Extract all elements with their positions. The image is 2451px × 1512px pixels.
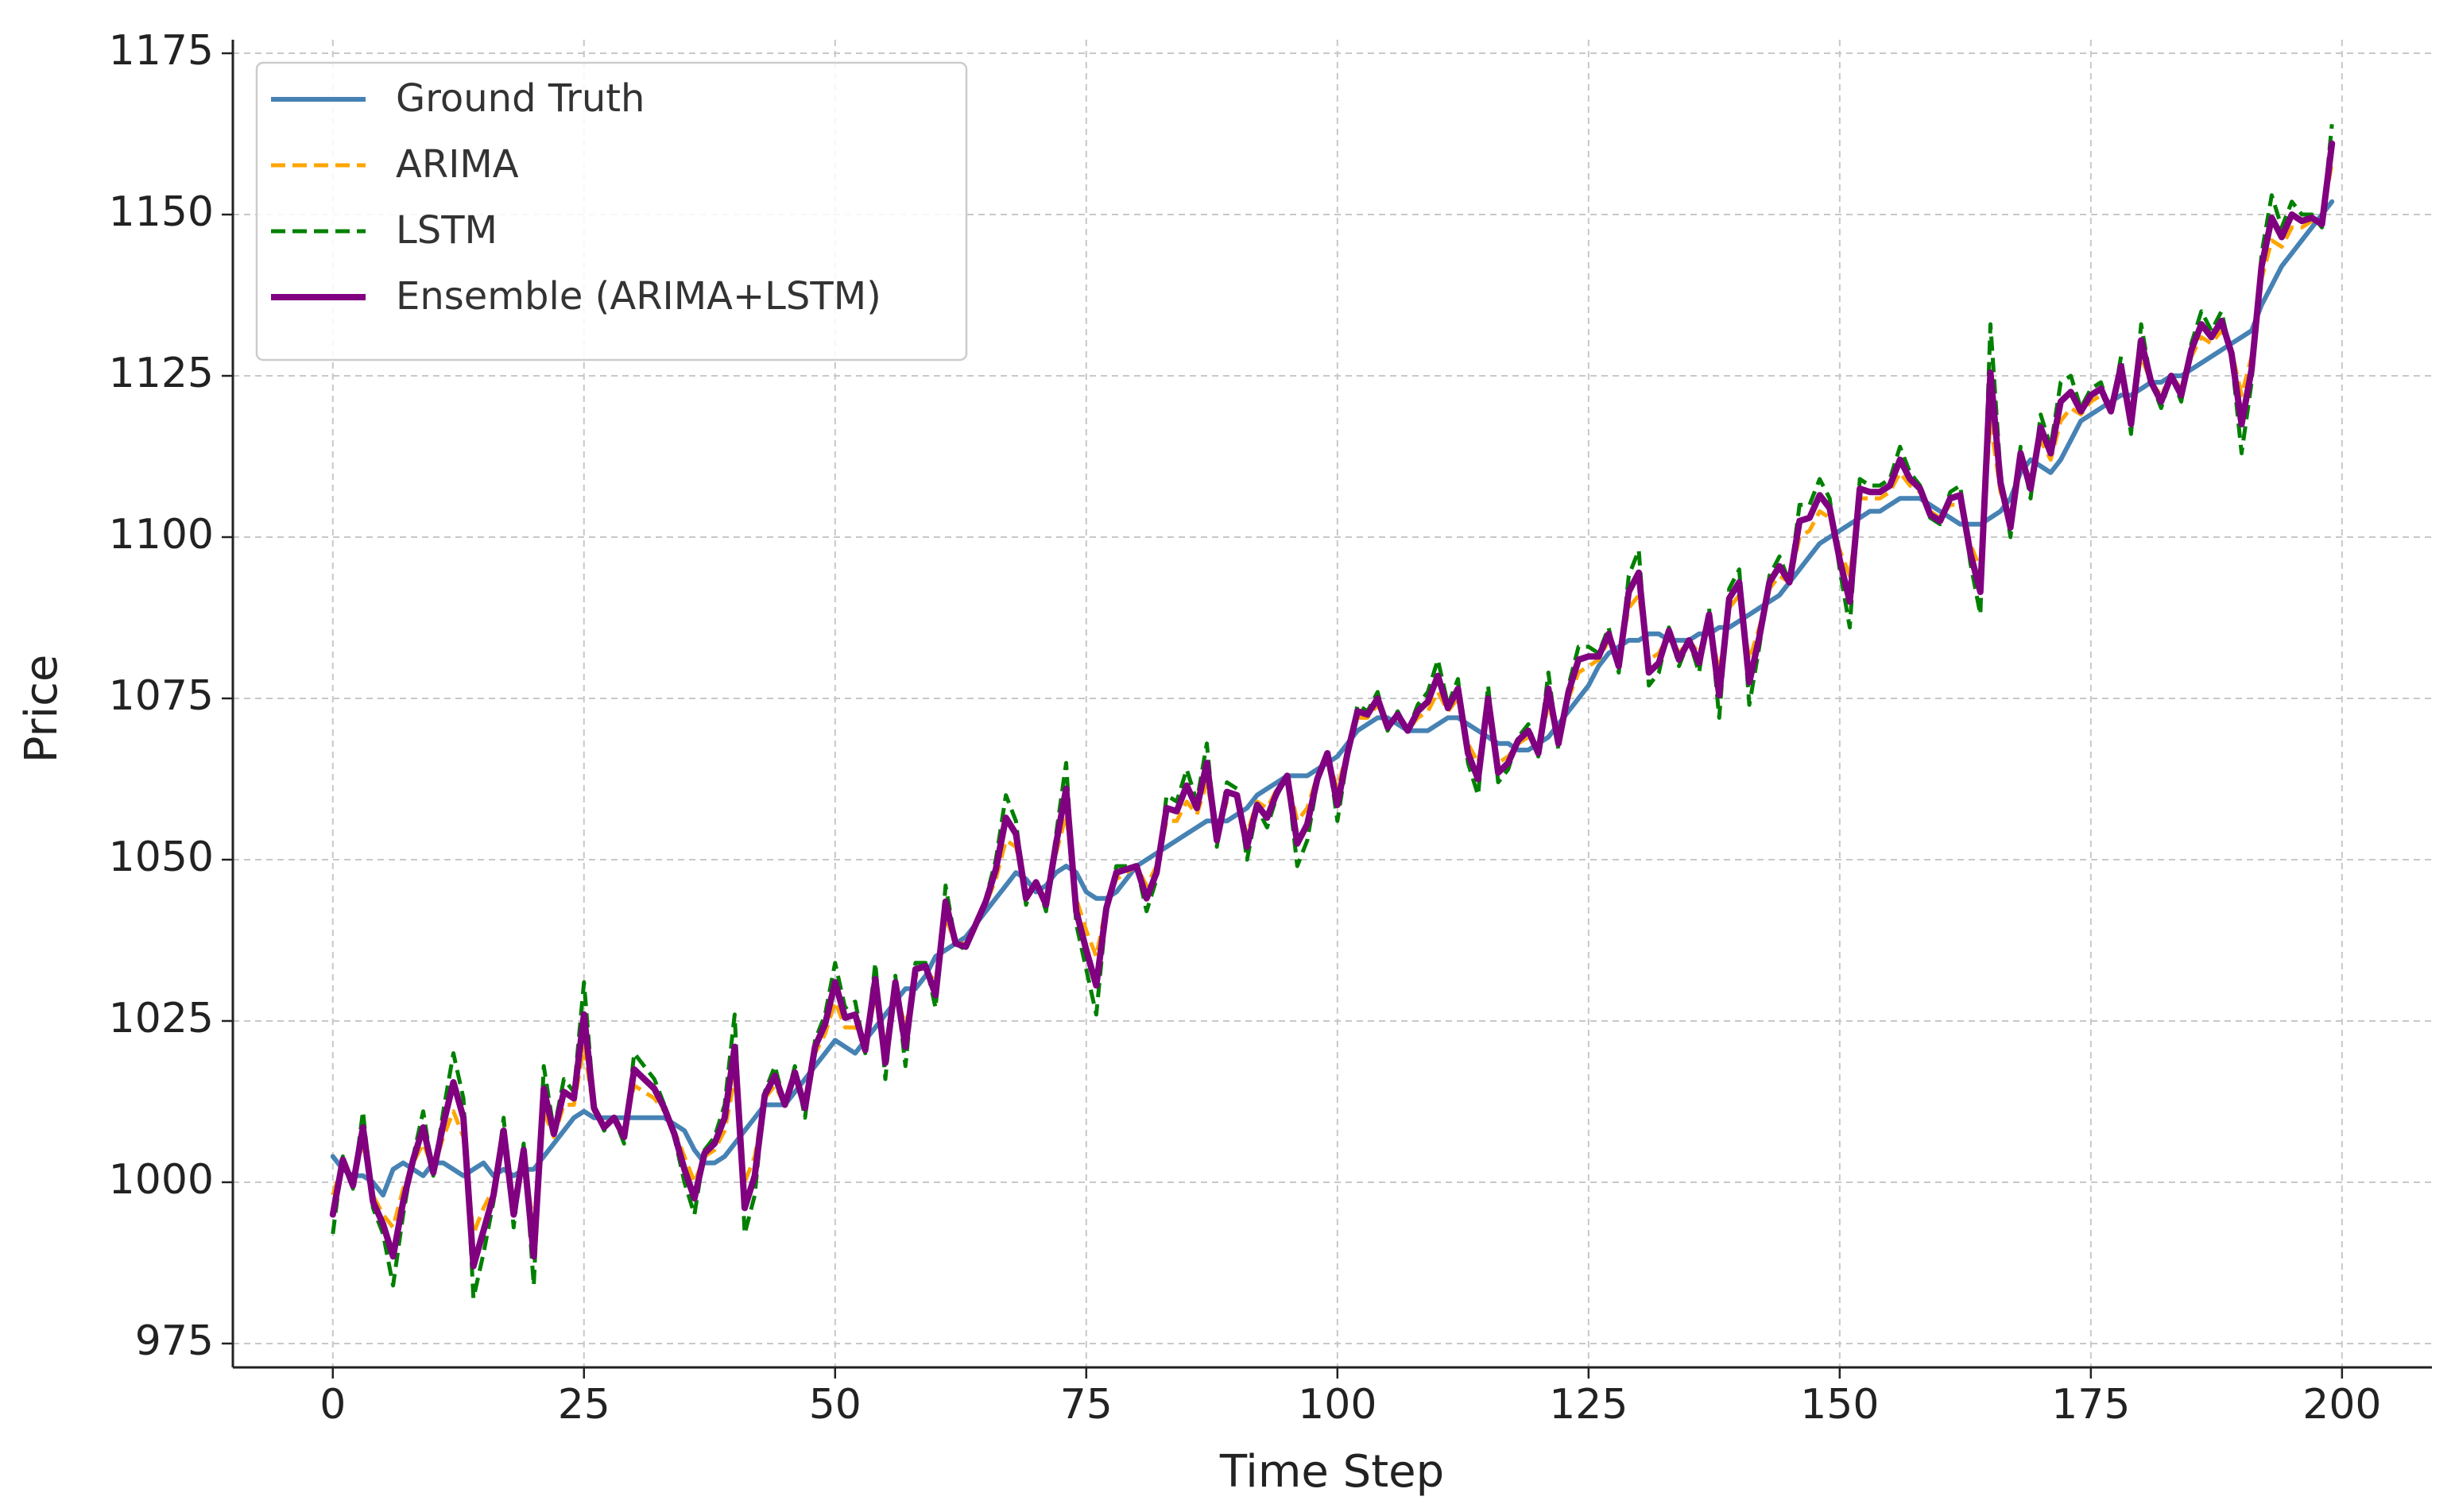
legend-label: LSTM [396, 208, 498, 253]
x-tick-label: 75 [1060, 1381, 1113, 1429]
x-tick-label: 150 [1800, 1381, 1879, 1429]
y-tick-label: 1125 [109, 350, 214, 397]
y-tick-label: 1050 [109, 833, 214, 881]
x-axis-label: Time Step [1219, 1446, 1444, 1498]
x-tick-label: 100 [1298, 1381, 1377, 1429]
legend-label: Ground Truth [396, 76, 645, 121]
y-tick-label: 1100 [109, 511, 214, 559]
y-tick-label: 1150 [109, 188, 214, 236]
x-tick-label: 125 [1549, 1381, 1628, 1429]
x-tick-label: 25 [558, 1381, 610, 1429]
legend-label: Ensemble (ARIMA+LSTM) [396, 274, 881, 319]
y-axis-label: Price [16, 655, 68, 764]
x-tick-label: 50 [809, 1381, 862, 1429]
x-tick-label: 175 [2051, 1381, 2130, 1429]
legend-label: ARIMA [396, 142, 519, 187]
y-tick-label: 1075 [109, 672, 214, 720]
y-tick-label: 1025 [109, 995, 214, 1042]
legend-box [255, 61, 968, 362]
legend: Ground Truth ARIMA LSTM Ensemble (ARIMA+LST… [255, 61, 968, 362]
y-tick-label: 1000 [109, 1156, 214, 1204]
y-tick-label: 1175 [109, 27, 214, 75]
series-line [329, 140, 2336, 1270]
y-tick-label: 975 [135, 1317, 214, 1365]
x-tick-label: 0 [319, 1381, 346, 1429]
x-tick-label: 200 [2302, 1381, 2381, 1429]
